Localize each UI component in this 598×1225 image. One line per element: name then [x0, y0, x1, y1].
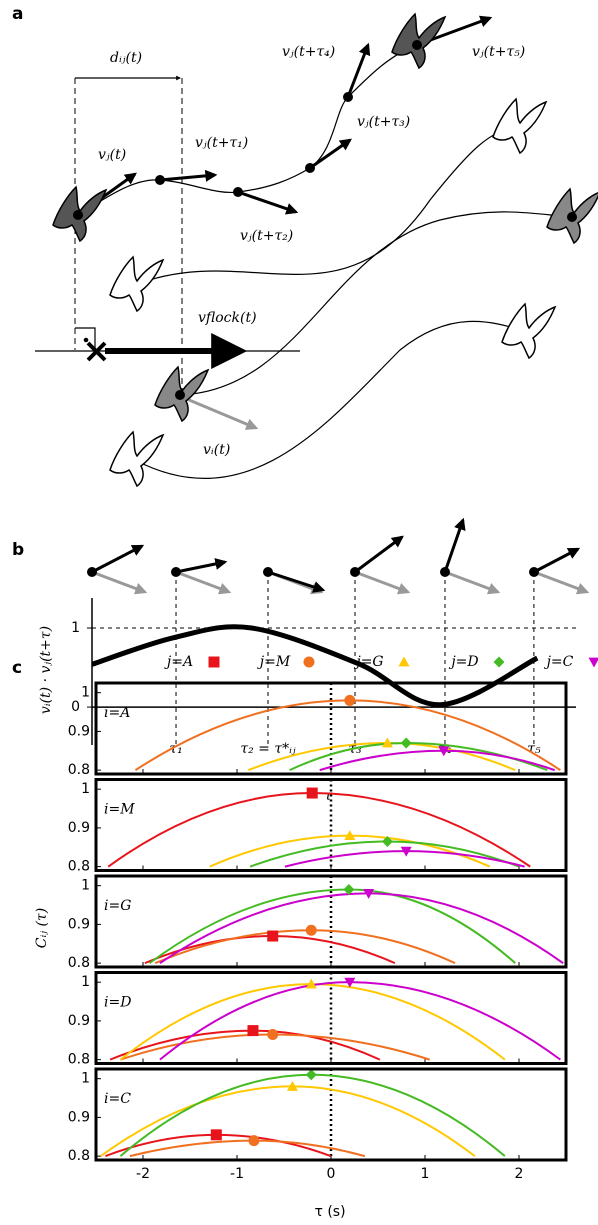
y-tick-label: 0.8: [68, 1052, 90, 1068]
y-tick-label: 1: [71, 620, 80, 636]
marker: [344, 830, 356, 841]
curve: [119, 983, 506, 1061]
subplot-title: i=C: [104, 1091, 131, 1107]
y-tick-label: 0.9: [68, 1109, 90, 1125]
y-tick-label: 0.9: [68, 723, 90, 739]
plot-frame: [94, 778, 568, 872]
marker: [267, 1028, 279, 1040]
trajectory-points: [73, 40, 577, 400]
diagram-label: vⱼ(t+τ₅): [472, 44, 525, 60]
panel-a-diagram: [35, 15, 573, 479]
x-tick-label: τ₂ = τ*ᵢⱼ: [240, 741, 296, 757]
subplot-title: i=D: [104, 995, 131, 1011]
marker: [398, 656, 410, 667]
diagram-label: vⱼ(t): [98, 147, 126, 163]
legend-label: j=D: [448, 654, 478, 670]
marker: [400, 737, 412, 749]
subplot-title: i=A: [104, 705, 130, 721]
subplot-title: i=M: [104, 802, 135, 818]
marker: [305, 978, 317, 989]
diagram-label: vⱼ(t+τ₃): [357, 114, 410, 130]
curve: [148, 888, 516, 964]
curve: [134, 699, 561, 771]
y-tick-label: 0.9: [68, 820, 90, 836]
y-tick-label: 1: [81, 974, 90, 990]
birds: [52, 13, 598, 487]
diagram-label: vⱼ(t+τ₄): [282, 44, 335, 60]
marker: [344, 694, 356, 706]
x-tick-label: 1: [421, 1166, 430, 1182]
marker: [363, 889, 375, 899]
diagram-label: vⱼ(t+τ₂): [240, 228, 293, 244]
marker: [267, 930, 279, 942]
marker: [305, 1069, 317, 1081]
plot-frame: [94, 1067, 568, 1162]
marker: [438, 746, 450, 757]
legend-label: j=G: [353, 654, 383, 670]
y-tick-label: 1: [81, 685, 90, 701]
y-tick-label: 1: [81, 781, 90, 797]
x-tick-label: 0: [327, 1166, 336, 1182]
diagram-label: dᵢⱼ(t): [110, 50, 142, 66]
diagram-label: vⱼ(t+τ₁): [195, 135, 248, 151]
diagram-label: vᵢ(t): [203, 442, 230, 458]
panel-label: b: [12, 540, 24, 560]
diagram-label: vflock(t): [198, 310, 257, 326]
marker: [210, 1129, 222, 1141]
marker: [248, 1135, 260, 1147]
marker: [303, 656, 315, 668]
y-tick-label: 0.8: [68, 955, 90, 971]
x-tick-label: 2: [515, 1166, 524, 1182]
legend-label: j=M: [257, 654, 291, 670]
curve: [154, 929, 456, 965]
marker: [381, 737, 393, 748]
x-axis-label: τ (s): [314, 1204, 345, 1220]
plot-frame: [94, 681, 568, 776]
subplot-title: i=G: [104, 898, 131, 914]
plot-frame: [94, 971, 568, 1065]
marker: [344, 977, 356, 988]
x-tick-label: -2: [136, 1166, 150, 1182]
legend-label: j=C: [544, 654, 574, 670]
marker: [306, 787, 318, 799]
y-tick-label: 1: [81, 878, 90, 894]
marker: [286, 1080, 298, 1091]
marker: [305, 924, 317, 936]
x-tick-label: -1: [230, 1166, 244, 1182]
curve: [159, 981, 561, 1061]
marker: [247, 1025, 259, 1037]
panel-label: a: [12, 4, 23, 24]
y-tick-label: 0.9: [68, 916, 90, 932]
x-axis-label: τ: [324, 788, 332, 804]
marker: [588, 657, 598, 668]
y-tick-label: 0.8: [68, 859, 90, 875]
marker: [493, 656, 505, 668]
y-tick-label: 0.8: [68, 1148, 90, 1164]
marker: [381, 835, 393, 847]
y-tick-label: 0.9: [68, 1013, 90, 1029]
y-tick-label: 0.8: [68, 762, 90, 778]
curve: [91, 624, 539, 708]
legend-label: j=A: [164, 654, 193, 670]
x-tick-label: τ₅: [527, 741, 541, 757]
curve: [209, 834, 491, 868]
marker: [343, 884, 355, 896]
curve: [100, 1085, 476, 1157]
y-axis-label: Cᵢⱼ (τ): [34, 908, 50, 948]
y-tick-label: 1: [81, 1071, 90, 1087]
marker: [208, 656, 220, 668]
curve: [129, 1139, 366, 1158]
panel-b-vectors: [87, 517, 590, 595]
y-tick-label: 0: [71, 699, 80, 715]
panel-label: c: [12, 658, 22, 678]
marker: [400, 846, 412, 857]
y-axis-label: vᵢ(t) · vⱼ(t+τ): [38, 626, 54, 714]
plot-frame: [94, 874, 568, 969]
